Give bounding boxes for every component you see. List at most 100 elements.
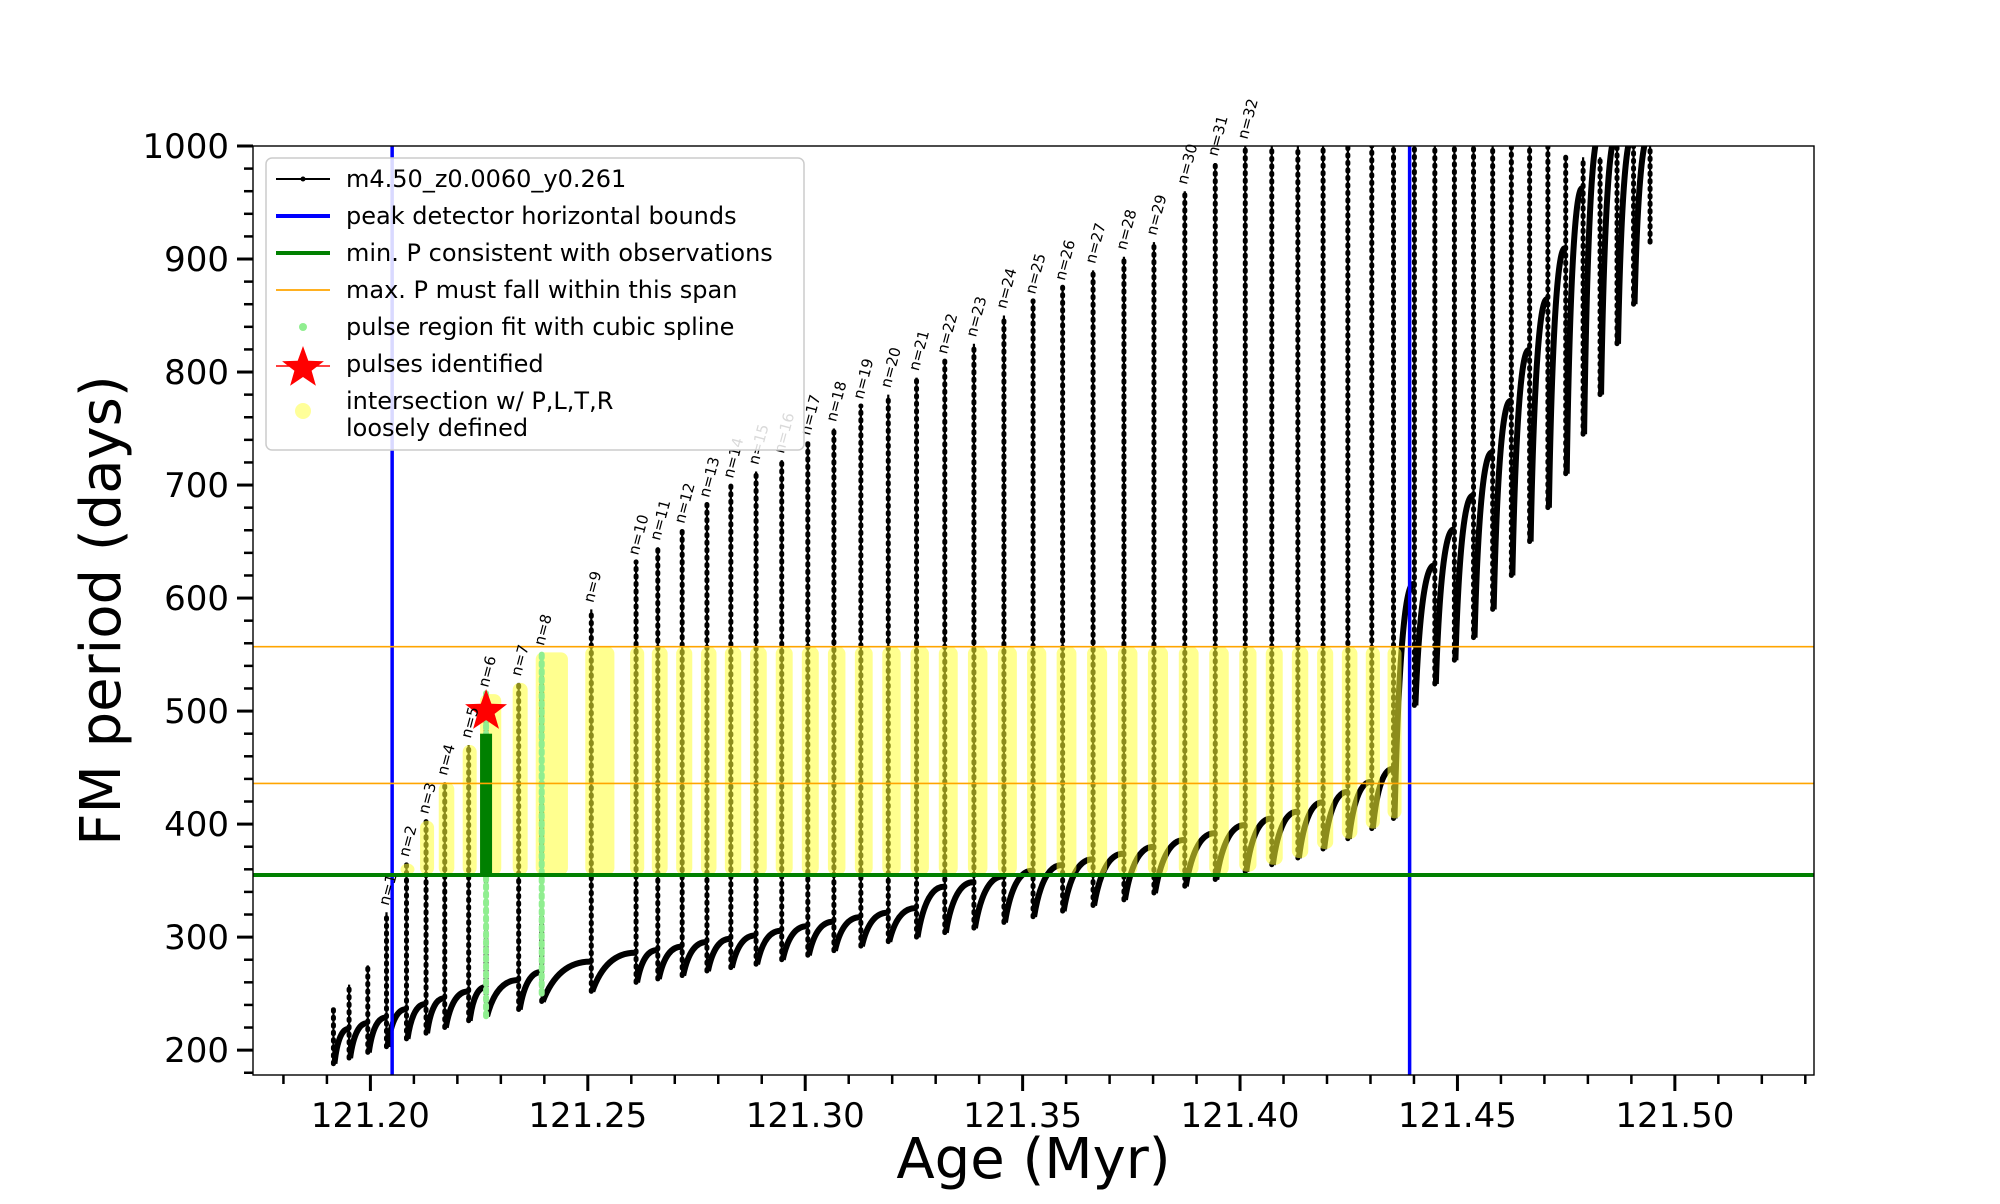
intersection-band: [1147, 646, 1169, 875]
y-tick-label: 700: [164, 466, 229, 506]
pulse-number-label: n=29: [1142, 193, 1170, 237]
intersection-band: [1117, 646, 1138, 875]
intersection-band: [997, 646, 1017, 875]
pulse-number-label: n=13: [695, 455, 723, 499]
intersection-band: [462, 744, 477, 875]
intersection-band: [676, 646, 693, 875]
pulse-recovery-arc: [914, 883, 945, 938]
y-tick-label: 600: [164, 579, 229, 619]
legend-label: peak detector horizontal bounds: [346, 202, 737, 230]
intersection-band: [1178, 646, 1199, 875]
pulse-recovery-arc: [1581, 146, 1599, 435]
y-axis-label: FM period (days): [69, 375, 134, 845]
pulse-recovery-arc: [858, 909, 888, 947]
legend-label: intersection w/ P,L,T,R: [346, 387, 613, 415]
intersection-band: [630, 646, 645, 875]
spline-fit-segment: [480, 733, 493, 875]
pulse-number-label: n=3: [415, 781, 441, 816]
pulse-recovery-arc: [484, 977, 518, 1018]
pulse-recovery-arc: [680, 939, 707, 977]
pulse-number-label: n=27: [1082, 221, 1110, 265]
y-tick-label: 300: [164, 918, 229, 958]
pulse-recovery-arc: [442, 988, 469, 1029]
intersection-band: [651, 646, 668, 875]
pulse-number-label: n=8: [530, 612, 556, 647]
pulse-recovery-arc: [424, 995, 445, 1034]
pulse-number-label: n=20: [877, 345, 905, 389]
pulse-number-label: n=23: [962, 294, 990, 338]
pulse-recovery-arc: [347, 1020, 368, 1059]
legend-label: pulse region fit with cubic spline: [346, 313, 734, 341]
intersection-band: [882, 646, 901, 875]
pulse-number-label: n=2: [395, 823, 421, 858]
pulse-number-label: n=21: [905, 328, 933, 372]
legend-label: m4.50_z0.0060_y0.261: [346, 165, 626, 193]
legend-label: loosely defined: [346, 414, 528, 442]
pulse-number-label: n=26: [1051, 238, 1079, 282]
intersection-band: [1341, 646, 1358, 839]
intersection-band: [967, 646, 988, 875]
pulse-number-label: n=28: [1112, 207, 1140, 251]
intersection-band: [827, 646, 846, 875]
x-tick-label: 121.35: [963, 1096, 1082, 1136]
pulse-recovery-arc: [589, 949, 636, 993]
intersection-band: [1365, 646, 1380, 829]
pulse-recovery-arc: [539, 958, 591, 1003]
intersection-band: [1291, 646, 1309, 859]
intersection-band: [1317, 646, 1334, 849]
pulse-recovery-arc: [1490, 397, 1512, 610]
legend-handle-star: [282, 346, 324, 386]
intersection-band: [1027, 646, 1047, 875]
pulse-recovery-arc: [1615, 146, 1632, 344]
pulse-recovery-arc: [831, 914, 861, 952]
intersection-band: [724, 646, 742, 875]
legend-box: [265, 157, 805, 451]
y-tick-label: 800: [164, 353, 229, 393]
pulse-recovery-arc: [754, 927, 782, 965]
intersection-band: [910, 646, 929, 875]
pulse-recovery-arc: [1527, 296, 1549, 542]
intersection-band: [400, 863, 415, 875]
y-tick-label: 900: [164, 240, 229, 280]
pulse-number-label: n=32: [1234, 97, 1262, 141]
pulse-number-label: n=9: [580, 569, 606, 604]
pulse-recovery-arc: [1563, 185, 1584, 474]
intersection-band: [1056, 646, 1077, 875]
pulse-number-label: n=18: [822, 379, 850, 423]
intersection-band: [700, 646, 717, 875]
intersection-band: [1387, 646, 1402, 819]
pulse-recovery-arc: [365, 1014, 386, 1053]
pulse-recovery-arc: [516, 969, 542, 1010]
pulse-tracks: [330, 146, 1653, 1067]
pulse-number-label: n=31: [1204, 114, 1232, 158]
axes: 121.20 121.25 121.30 121.35 121.40 121.45 121.…: [69, 127, 1815, 1192]
pulse-recovery-arc: [805, 918, 834, 956]
y-tick-label: 500: [164, 692, 229, 732]
pulse-number-label: n=22: [933, 311, 961, 355]
legend-handle-dot: [299, 323, 307, 331]
pulse-recovery-arc: [1432, 526, 1455, 685]
plot-frame: [252, 145, 1815, 1076]
pulse-recovery-arc: [728, 932, 756, 969]
pulse-number-label: n=1: [375, 872, 401, 907]
pulse-recovery-arc: [1452, 492, 1474, 661]
legend-label: min. P consistent with observations: [346, 239, 773, 267]
intersection-band: [750, 646, 767, 875]
intersection-band: [775, 646, 793, 875]
pulse-number-label: n=5: [457, 705, 483, 740]
pulse-recovery-arc: [942, 879, 974, 934]
intersection-band: [801, 646, 819, 875]
pulse-recovery-arc: [779, 923, 808, 961]
pulse-recovery-arc: [466, 984, 486, 1022]
intersection-band: [1209, 646, 1229, 875]
legend-label: max. P must fall within this span: [346, 276, 737, 304]
pulse-recovery-arc: [1412, 562, 1435, 706]
y-tick-label: 400: [164, 805, 229, 845]
pulse-number-label: n=7: [507, 643, 533, 678]
x-tick-label: 121.40: [1181, 1096, 1300, 1136]
intersection-band: [1087, 646, 1108, 875]
pulse-recovery-arc: [705, 935, 731, 972]
pulse-identified-star: [465, 689, 507, 729]
legend-handle-dot: [295, 403, 311, 419]
